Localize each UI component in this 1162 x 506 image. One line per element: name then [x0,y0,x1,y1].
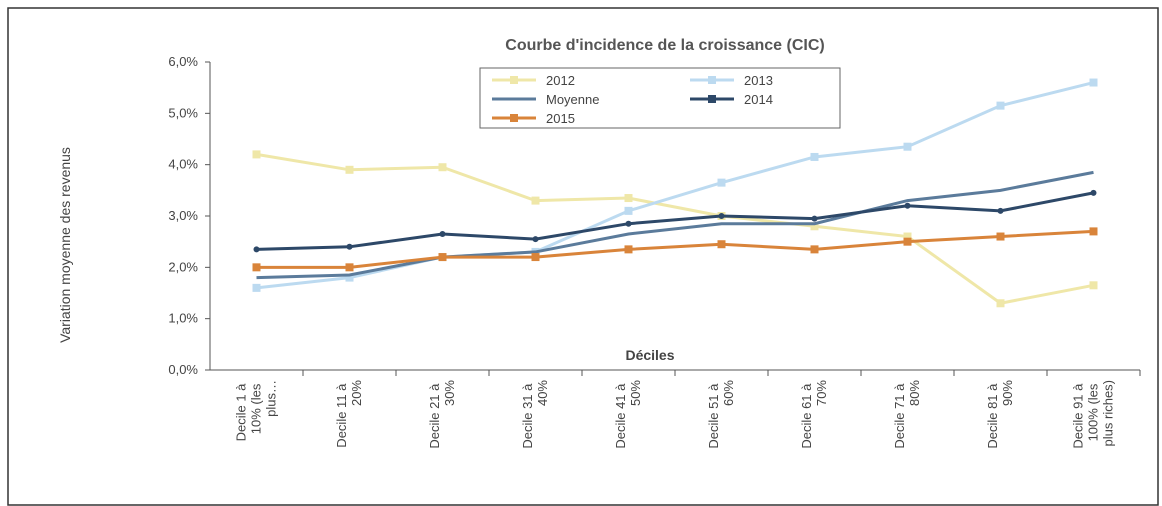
point [996,101,1005,110]
y-tick-label: 2,0% [168,259,198,274]
point [624,206,633,215]
x-tick-line: 30% [442,380,457,406]
x-tick-label: Decile 11 à 20% [334,380,364,448]
x-tick-line: 90% [1000,380,1015,406]
point [810,152,819,161]
point [531,253,540,262]
x-tick-label: Decile 1 à 10% (les plus… [234,380,279,441]
point [996,299,1005,308]
series-line [256,152,1094,305]
chart-title: Courbe d'incidence de la croissance (CIC… [505,37,824,54]
point [903,237,912,246]
point [531,196,540,205]
point [252,283,261,292]
legend-box [479,67,841,129]
point [903,232,912,241]
point [997,207,1004,214]
point [717,178,726,187]
x-tick-line: 70% [814,380,829,406]
point [904,202,911,209]
x-axis-title: Déciles [625,347,674,363]
x-tick-line: Decile 71 à [892,380,907,449]
x-tick-line: Decile 91 à [1071,380,1086,449]
point [253,246,260,253]
legend-marker [510,76,518,84]
x-tick-line: Decile 11 à [334,380,349,448]
point [439,230,446,237]
point [718,213,725,219]
x-tick-label: Decile 71 à 80% [892,380,922,449]
legend-label: 2015 [546,111,575,126]
point [346,243,353,250]
x-tick-label: Decile 51 à 60% [706,380,736,449]
point [345,165,354,174]
point [1089,78,1098,87]
x-tick-line: 20% [349,380,364,406]
x-tick-label: Decile 21 à 30% [427,380,457,449]
point [624,194,633,203]
point [1089,227,1098,236]
x-tick-label: Decile 31 à 40% [520,380,550,449]
point [532,236,539,243]
x-tick-line: Decile 21 à [427,380,442,449]
point [996,232,1005,241]
legend-label: Moyenne [546,92,599,107]
frame [7,7,1159,506]
point [345,273,354,282]
point [345,263,354,272]
y-tick-label: 3,0% [168,208,198,223]
y-tick-label: 1,0% [168,311,198,326]
x-tick-line: 50% [628,380,643,406]
point [252,263,261,272]
point [624,245,633,254]
legend-marker [510,114,518,122]
x-tick-label: Decile 41 à 50% [613,380,643,449]
legend-label: 2012 [546,73,575,88]
x-tick-line: 40% [535,380,550,406]
point [438,253,447,262]
point [810,245,819,254]
point [252,150,261,159]
x-tick-line: 100% (les [1086,380,1101,441]
point [717,240,726,249]
x-tick-line: Decile 1 à [234,380,249,441]
point [810,222,819,231]
x-tick-line: Decile 81 à [985,380,1000,449]
point [811,215,818,222]
y-tick-label: 5,0% [168,105,198,120]
legend-label: 2014 [744,92,773,107]
legend-marker [708,95,716,103]
x-tick-line: 60% [721,380,736,406]
y-tick-label: 6,0% [168,54,198,69]
x-tick-line: 10% (les [249,380,264,434]
point [438,163,447,172]
point [625,220,632,227]
x-tick-label: Decile 91 à 100% (les plus riches) [1071,380,1116,449]
x-tick-label: Decile 61 à 70% [799,380,829,449]
series-line [256,191,1094,251]
y-tick-label: 0,0% [168,362,198,377]
x-tick-label: Decile 81 à 90% [985,380,1015,449]
legend-label: 2013 [744,73,773,88]
point [1090,189,1097,196]
x-tick-line: Decile 41 à [613,380,628,449]
y-axis-title: Variation moyenne des revenus [57,147,73,343]
x-tick-line: 80% [907,380,922,406]
x-tick-line: Decile 31 à [520,380,535,449]
legend-marker [708,76,716,84]
x-tick-line: plus… [264,380,279,417]
series-line [256,170,1094,280]
y-tick-label: 4,0% [168,157,198,172]
point [1089,281,1098,290]
point [903,142,912,151]
series-line [256,229,1094,269]
x-tick-line: Decile 51 à [706,380,721,449]
x-tick-line: Decile 61 à [799,380,814,449]
x-tick-line: plus riches) [1101,380,1116,446]
